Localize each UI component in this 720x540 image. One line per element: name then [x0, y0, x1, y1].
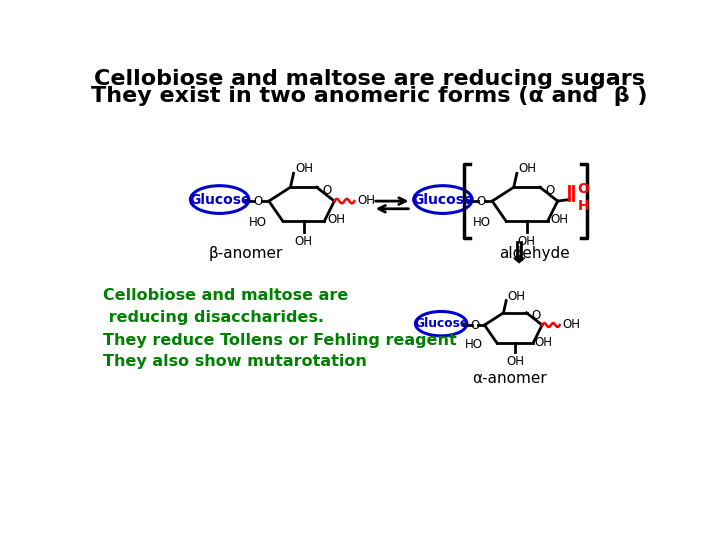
Text: O: O — [531, 309, 540, 322]
Text: They also show mutarotation: They also show mutarotation — [104, 354, 367, 368]
Text: O: O — [546, 184, 555, 197]
Text: OH: OH — [518, 235, 536, 248]
Polygon shape — [514, 258, 525, 262]
Text: O: O — [470, 319, 480, 332]
Text: Glucose: Glucose — [414, 317, 468, 330]
Text: Cellobiose and maltose are
 reducing disaccharides.
They reduce Tollens or Fehli: Cellobiose and maltose are reducing disa… — [104, 288, 457, 348]
Text: HO: HO — [249, 216, 267, 229]
Text: OH: OH — [534, 336, 552, 349]
Text: β-anomer: β-anomer — [209, 246, 283, 261]
Text: O: O — [323, 184, 332, 197]
Text: OH: OH — [327, 213, 345, 226]
Text: O: O — [477, 194, 486, 207]
Text: Glucose: Glucose — [412, 193, 474, 206]
Text: Cellobiose and maltose are reducing sugars: Cellobiose and maltose are reducing suga… — [94, 69, 644, 89]
Text: OH: OH — [295, 162, 313, 176]
Text: OH: OH — [550, 213, 568, 226]
Text: HO: HO — [472, 216, 490, 229]
Text: OH: OH — [518, 162, 536, 176]
Text: OH: OH — [506, 355, 524, 368]
Text: O: O — [253, 194, 263, 207]
Text: O: O — [577, 182, 590, 196]
Text: OH: OH — [562, 318, 580, 331]
Text: OH: OH — [294, 235, 312, 248]
Text: Glucose: Glucose — [189, 193, 251, 206]
Text: They exist in two anomeric forms (α and  β ): They exist in two anomeric forms (α and … — [91, 86, 647, 106]
Text: H: H — [577, 199, 589, 213]
Text: HO: HO — [465, 338, 483, 350]
Text: α-anomer: α-anomer — [472, 370, 547, 386]
Text: aldehyde: aldehyde — [499, 246, 570, 261]
Text: OH: OH — [357, 194, 375, 207]
Text: OH: OH — [508, 290, 526, 303]
